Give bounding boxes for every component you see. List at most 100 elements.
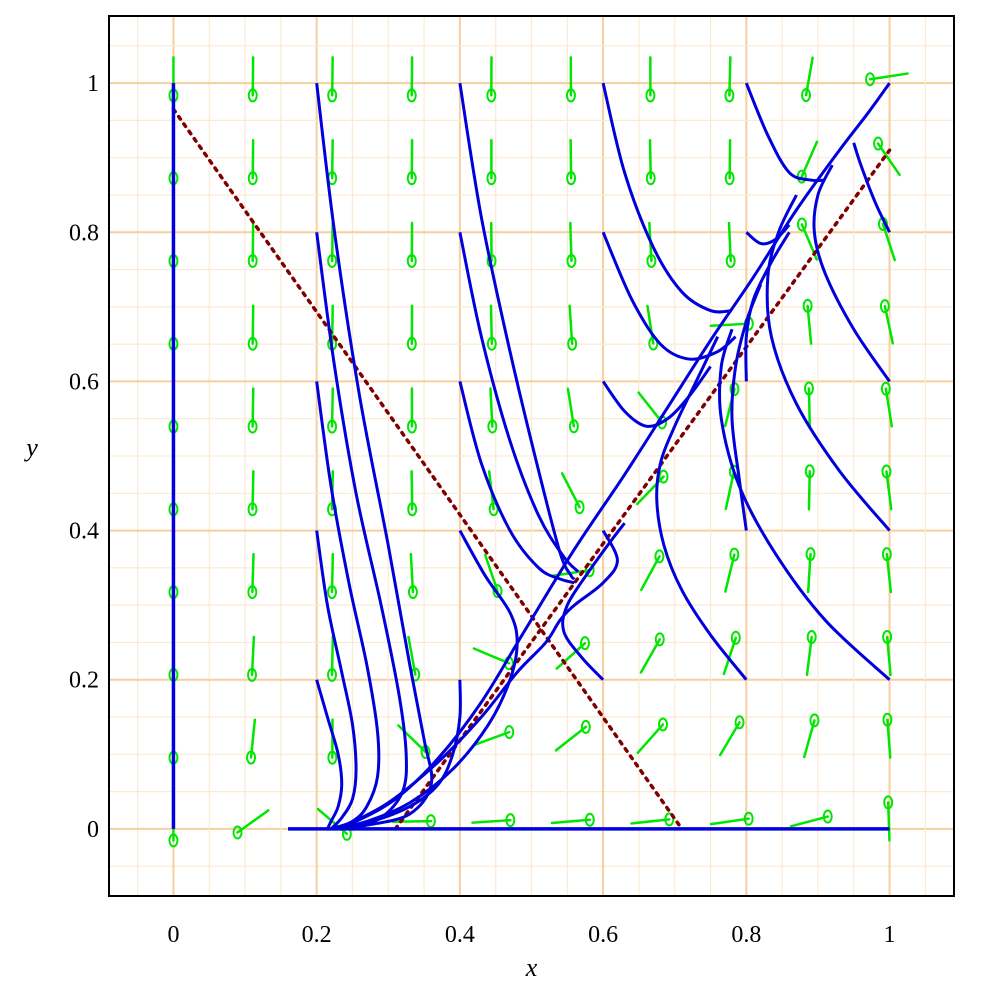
direction-arrow-head [566,171,577,186]
direction-arrow-head [247,585,258,600]
direction-arrow [637,391,664,424]
direction-arrow-head [654,549,665,564]
direction-arrow [709,817,750,826]
direction-arrow-head [505,813,516,828]
x-tick-label: 0 [167,922,179,948]
direction-arrow-head [657,717,668,732]
direction-arrow-head [801,88,812,103]
direction-arrow-head [327,419,338,434]
direction-arrow [471,818,512,824]
direction-arrow-head [247,502,258,517]
direction-arrow-head [247,253,258,268]
direction-arrow-head [327,253,338,268]
direction-arrow-head [568,419,579,434]
direction-arrow-head [809,713,820,728]
direction-arrow [876,142,901,177]
direction-arrow [868,72,909,81]
direction-arrow-head [246,750,257,765]
y-tick-label: 0.2 [69,668,99,694]
direction-arrow-head [486,171,497,186]
direction-arrow-head [566,253,577,268]
direction-arrow-head [406,88,417,103]
direction-arrow-head [406,336,417,351]
direction-arrow-head [407,502,418,517]
y-tick-label: 0 [87,817,99,843]
direction-field [168,56,909,848]
trajectory [730,283,763,531]
x-tick-label: 0.8 [731,922,761,948]
direction-arrow-head [882,712,893,727]
direction-arrow-head [743,811,754,826]
direction-arrow-head [724,88,735,103]
trajectory [315,381,381,831]
trajectory [765,194,891,532]
direction-arrow-head [425,814,436,829]
x-tick-label: 0.4 [445,922,475,948]
trajectory [601,82,733,314]
direction-arrow-head [805,547,816,562]
y-tick-labels: 0 0.2 0.4 0.6 0.8 1 [69,71,99,843]
direction-arrow-head [247,336,258,351]
direction-arrow [709,322,751,328]
direction-arrow-head [567,336,578,351]
direction-arrow-head [504,725,515,740]
x-tick-label: 1 [884,922,896,948]
direction-arrow-head [658,469,669,484]
x-axis-title: x [525,953,538,982]
trajectory [458,381,575,585]
x-tick-label: 0.2 [302,922,332,948]
direction-arrow-head [247,171,258,186]
direction-arrow-head [584,812,595,827]
direction-arrow-head [802,298,813,313]
trajectory [655,336,748,681]
direction-arrow-head [730,630,741,645]
direction-arrow-head [574,500,585,515]
direction-arrow-head [406,419,417,434]
x-tick-labels: 0 0.2 0.4 0.6 0.8 1 [167,922,895,948]
direction-arrow-head [492,584,503,599]
direction-arrow-head [822,809,833,824]
direction-arrow-head [487,419,498,434]
direction-arrow-head [327,585,338,600]
y-tick-label: 1 [87,71,99,97]
direction-arrow-head [881,547,892,562]
trajectory [744,82,826,183]
plot-frame [108,15,955,897]
y-tick-label: 0.8 [69,220,99,246]
direction-arrow [550,818,592,825]
direction-arrow-head [883,795,894,810]
trajectory [315,679,344,830]
direction-arrow-head [796,217,807,232]
direction-arrow [236,809,270,834]
direction-arrow [554,725,588,752]
direction-arrow-head [882,629,893,644]
direction-arrow-head [486,88,497,103]
trajectory [561,522,626,681]
trajectory [315,530,358,830]
direction-arrow-head [407,585,418,600]
direction-arrow-head [880,381,891,396]
direction-arrow-head [881,464,892,479]
direction-arrow-head [406,253,417,268]
direction-arrow-head [247,88,258,103]
y-axis-title: y [23,433,38,462]
direction-arrow-head [806,630,817,645]
trajectory [458,231,580,573]
direction-arrow [718,721,741,757]
direction-arrow-head [580,719,591,734]
trajectory [812,164,891,383]
trajectory [852,142,891,233]
direction-arrow [639,638,661,674]
direction-arrow-head [725,253,736,268]
direction-arrow-head [327,750,338,765]
direction-arrow [635,475,665,506]
direction-arrow-head [327,88,338,103]
direction-arrow-head [645,88,656,103]
direction-arrow-head [488,502,499,517]
y-tick-label: 0.4 [69,519,99,545]
direction-arrow-head [803,381,814,396]
direction-arrow-head [580,636,591,651]
direction-arrow-head [486,336,497,351]
direction-arrow-head [724,171,735,186]
